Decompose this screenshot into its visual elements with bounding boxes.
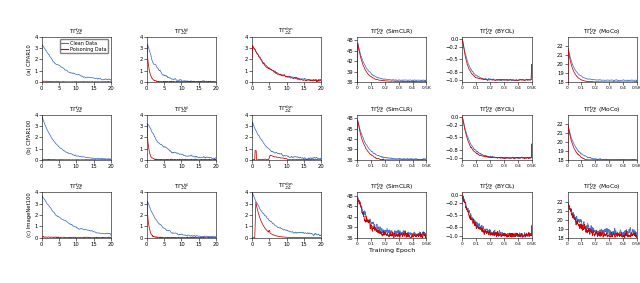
Legend: Clean Data, Poisoning Data: Clean Data, Poisoning Data	[60, 39, 108, 53]
Y-axis label: (a) CIFAR10: (a) CIFAR10	[28, 44, 32, 75]
Title: $\mathrm{T}\Gamma_{\mathcal{SL}}^{\mathrm{fns}}$: $\mathrm{T}\Gamma_{\mathcal{SL}}^{\mathr…	[68, 104, 84, 115]
Title: $\mathrm{T}\Gamma_{\mathcal{CL}}^{\mathrm{fns}}$ (SimCLR): $\mathrm{T}\Gamma_{\mathcal{CL}}^{\mathr…	[370, 104, 413, 115]
Title: $\mathrm{T}\Gamma_{\mathcal{SL}}^{\mathrm{std}}$: $\mathrm{T}\Gamma_{\mathcal{SL}}^{\mathr…	[174, 26, 189, 37]
Title: $\mathrm{T}\Gamma_{\mathcal{SL}}^{\mathrm{dyn}}$: $\mathrm{T}\Gamma_{\mathcal{SL}}^{\mathr…	[278, 181, 295, 192]
Title: $\mathrm{T}\Gamma_{\mathcal{CL}}^{\mathrm{fns}}$ (MoCo): $\mathrm{T}\Gamma_{\mathcal{CL}}^{\mathr…	[584, 26, 621, 37]
Title: $\mathrm{T}\Gamma_{\mathcal{CL}}^{\mathrm{fns}}$ (MoCo): $\mathrm{T}\Gamma_{\mathcal{CL}}^{\mathr…	[584, 104, 621, 115]
Title: $\mathrm{T}\Gamma_{\mathcal{SL}}^{\mathrm{fns}}$: $\mathrm{T}\Gamma_{\mathcal{SL}}^{\mathr…	[68, 182, 84, 192]
Title: $\mathrm{T}\Gamma_{\mathcal{SL}}^{\mathrm{std}}$: $\mathrm{T}\Gamma_{\mathcal{SL}}^{\mathr…	[174, 182, 189, 192]
Title: $\mathrm{T}\Gamma_{\mathcal{SL}}^{\mathrm{dyn}}$: $\mathrm{T}\Gamma_{\mathcal{SL}}^{\mathr…	[278, 25, 295, 37]
Title: $\mathrm{T}\Gamma_{\mathcal{CL}}^{\mathrm{fns}}$ (SimCLR): $\mathrm{T}\Gamma_{\mathcal{CL}}^{\mathr…	[370, 26, 413, 37]
Title: $\mathrm{T}\Gamma_{\mathcal{CL}}^{\mathrm{fns}}$ (BYOL): $\mathrm{T}\Gamma_{\mathcal{CL}}^{\mathr…	[479, 104, 515, 115]
Title: $\mathrm{T}\Gamma_{\mathcal{CL}}^{\mathrm{fns}}$ (MoCo): $\mathrm{T}\Gamma_{\mathcal{CL}}^{\mathr…	[584, 182, 621, 192]
Y-axis label: (c) ImageNet100: (c) ImageNet100	[28, 193, 32, 237]
Title: $\mathrm{T}\Gamma_{\mathcal{SL}}^{\mathrm{std}}$: $\mathrm{T}\Gamma_{\mathcal{SL}}^{\mathr…	[174, 104, 189, 115]
Y-axis label: (b) CIFAR100: (b) CIFAR100	[28, 120, 32, 155]
Title: $\mathrm{T}\Gamma_{\mathcal{SL}}^{\mathrm{fns}}$: $\mathrm{T}\Gamma_{\mathcal{SL}}^{\mathr…	[68, 26, 84, 37]
Title: $\mathrm{T}\Gamma_{\mathcal{CL}}^{\mathrm{fns}}$ (SimCLR): $\mathrm{T}\Gamma_{\mathcal{CL}}^{\mathr…	[370, 182, 413, 192]
Title: $\mathrm{T}\Gamma_{\mathcal{SL}}^{\mathrm{dyn}}$: $\mathrm{T}\Gamma_{\mathcal{SL}}^{\mathr…	[278, 103, 295, 115]
X-axis label: Training Epoch: Training Epoch	[369, 248, 415, 253]
Title: $\mathrm{T}\Gamma_{\mathcal{CL}}^{\mathrm{fns}}$ (BYOL): $\mathrm{T}\Gamma_{\mathcal{CL}}^{\mathr…	[479, 182, 515, 192]
Title: $\mathrm{T}\Gamma_{\mathcal{CL}}^{\mathrm{fns}}$ (BYOL): $\mathrm{T}\Gamma_{\mathcal{CL}}^{\mathr…	[479, 26, 515, 37]
